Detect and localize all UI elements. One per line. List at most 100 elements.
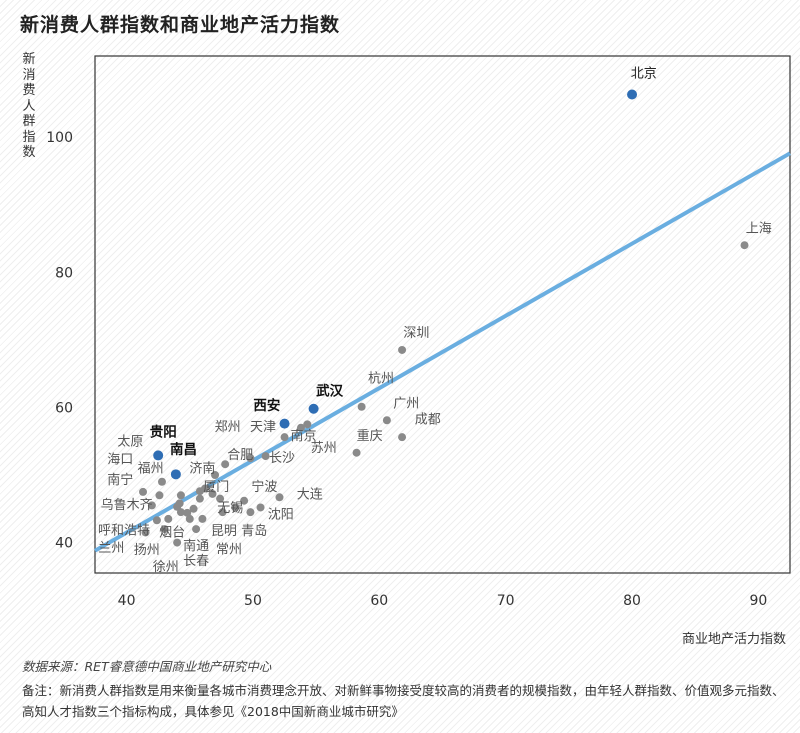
point-label: 济南 [189, 460, 215, 476]
data-source: 数据来源：RET睿意德中国商业地产研究中心 [22, 659, 272, 674]
scatter-point [173, 502, 182, 511]
scatter-point [147, 501, 156, 510]
point-label: 呼和浩特 [98, 523, 150, 538]
scatter-point [240, 496, 249, 505]
point-label: 苏州 [311, 440, 337, 456]
scatter-point [279, 418, 290, 429]
point-label: 太原 [117, 434, 143, 449]
scatter-point [218, 508, 227, 517]
point-label: 南京 [290, 428, 316, 444]
point-label: 广州 [393, 396, 419, 411]
point-label: 贵阳 [150, 423, 177, 440]
scatter-point [303, 420, 312, 429]
y-tick-label: 60 [55, 400, 73, 416]
scatter-point [198, 514, 207, 523]
x-tick-label: 80 [623, 593, 641, 609]
point-label: 成都 [415, 413, 441, 428]
point-label: 长春 [183, 554, 209, 569]
point-label: 海口 [107, 453, 133, 468]
point-label: 南通 [183, 538, 209, 554]
scatter-point [256, 503, 265, 512]
scatter-point [192, 525, 201, 534]
scatter-point [185, 514, 194, 523]
point-label: 青岛 [241, 523, 267, 539]
y-tick-label: 40 [55, 536, 73, 552]
scatter-point [195, 494, 204, 503]
scatter-point [398, 345, 407, 354]
scatter-point [398, 433, 407, 442]
data-points [139, 89, 749, 547]
scatter-point [176, 491, 185, 500]
scatter-point [216, 494, 225, 503]
axis-ticks: 40 50 60 70 80 90 40 60 80 100 [46, 130, 767, 609]
scatter-point [152, 516, 161, 525]
point-label: 扬州 [134, 543, 160, 558]
x-tick-label: 60 [370, 593, 388, 609]
scatter-point [195, 487, 204, 496]
unlabeled-points [157, 477, 217, 523]
y-axis-label: 新消费人群指数 [22, 52, 36, 160]
scatter-point [211, 471, 220, 480]
point-label: 长沙 [269, 451, 295, 466]
trend-line [94, 151, 791, 553]
scatter-point [189, 504, 198, 513]
point-label: 乌鲁木齐 [101, 497, 153, 513]
point-label: 重庆 [357, 428, 383, 444]
scatter-point [246, 508, 255, 517]
scatter-point [296, 423, 305, 432]
point-label: 兰州 [98, 541, 124, 556]
scatter-point [275, 493, 284, 502]
x-tick-label: 50 [244, 593, 262, 609]
point-label: 合肥 [227, 448, 253, 463]
scatter-point [261, 452, 270, 461]
point-label: 南昌 [170, 441, 197, 458]
scatter-point [170, 469, 181, 480]
point-label: 天津 [250, 420, 276, 435]
point-label: 杭州 [368, 371, 394, 386]
scatter-point [208, 489, 217, 498]
scatter-point [183, 508, 192, 517]
point-labels: 北京上海深圳杭州广州成都重庆苏州 武汉西安南京天津长沙 郑州合肥济南宁波大连 厦门无锡… [98, 67, 772, 575]
scatter-point [280, 433, 289, 442]
point-label: 郑州 [215, 420, 241, 435]
point-label: 福州 [138, 461, 164, 476]
scatter-point [740, 241, 749, 250]
x-tick-label: 90 [749, 593, 767, 609]
point-label: 深圳 [403, 326, 429, 341]
chart-title: 新消费人群指数和商业地产活力指数 [20, 14, 341, 36]
y-tick-label: 100 [46, 130, 73, 146]
scatter-point [160, 525, 169, 534]
scatter-point [308, 403, 319, 414]
x-tick-label: 40 [118, 593, 136, 609]
x-tick-label: 70 [497, 593, 515, 609]
scatter-point [157, 477, 166, 486]
point-label: 厦门 [203, 480, 229, 495]
point-label: 武汉 [316, 382, 343, 399]
point-label: 大连 [297, 487, 323, 503]
point-label: 无锡 [217, 501, 243, 516]
scatter-point [352, 448, 361, 457]
scatter-point [139, 487, 148, 496]
y-tick-label: 80 [55, 265, 73, 281]
point-label: 上海 [746, 221, 772, 236]
point-label: 昆明 [211, 524, 237, 539]
point-label: 西安 [253, 397, 280, 414]
footnote: 备注：新消费人群指数是用来衡量各城市消费理念开放、对新鲜事物接受度较高的消费者的… [22, 683, 785, 719]
point-label: 南宁 [107, 472, 133, 488]
scatter-point [357, 402, 366, 411]
scatter-point [164, 514, 173, 523]
point-label: 徐州 [153, 560, 179, 575]
point-label: 烟台 [159, 526, 185, 541]
point-label: 北京 [631, 67, 657, 82]
scatter-point [173, 538, 182, 547]
scatter-point [246, 454, 255, 463]
scatter-point [221, 460, 230, 469]
point-label: 宁波 [251, 479, 277, 495]
scatter-point [382, 416, 391, 425]
scatter-point [153, 450, 164, 461]
scatter-point [231, 503, 240, 512]
point-label: 常州 [216, 542, 242, 557]
scatter-point [627, 89, 638, 100]
scatter-point [141, 528, 150, 537]
